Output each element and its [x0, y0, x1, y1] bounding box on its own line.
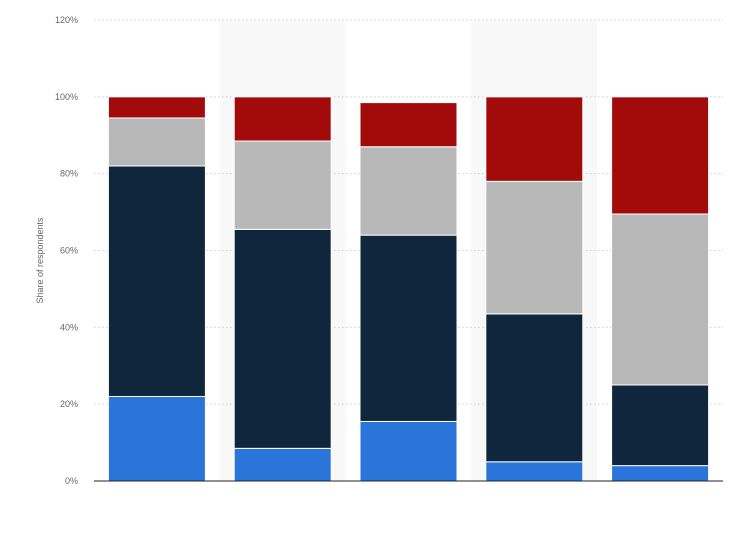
y-axis-title: Share of respondents: [35, 217, 45, 304]
bar-segment: [107, 165, 206, 397]
y-tick-label: 60%: [60, 246, 78, 256]
bar-segment: [107, 395, 206, 482]
bar-segment: [359, 234, 458, 422]
y-tick-label: 40%: [60, 322, 78, 332]
bar-segment: [107, 96, 206, 119]
y-axis-ticks: 0% 20% 40% 60% 80% 100% 120%: [55, 15, 78, 486]
y-tick-label: 120%: [55, 15, 78, 25]
y-tick-label: 100%: [55, 92, 78, 102]
bar-segment: [485, 461, 584, 482]
bar-segment: [611, 384, 710, 467]
bar-segment: [233, 140, 332, 230]
y-tick-label: 20%: [60, 399, 78, 409]
bar-segment: [359, 420, 458, 482]
bar-segment: [233, 96, 332, 142]
bars: [107, 96, 710, 482]
bar-segment: [359, 146, 458, 236]
bar-segment: [233, 228, 332, 449]
bar-segment: [611, 465, 710, 482]
y-tick-label: 0%: [65, 476, 78, 486]
bar-segment: [233, 447, 332, 482]
y-tick-label: 80%: [60, 169, 78, 179]
bar-segment: [359, 102, 458, 148]
bar-segment: [611, 96, 710, 215]
bar-segment: [107, 117, 206, 167]
bar-segment: [611, 213, 710, 386]
bar-segment: [485, 313, 584, 463]
bar-segment: [485, 180, 584, 315]
bar-segment: [485, 96, 584, 182]
